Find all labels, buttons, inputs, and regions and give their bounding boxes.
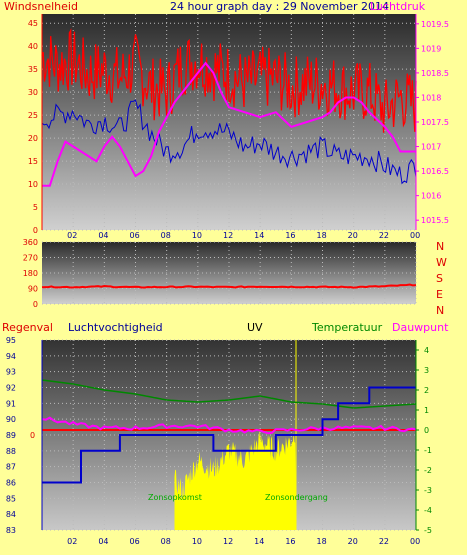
y-left-tick-label: 5 (33, 203, 38, 212)
header-left-label: Windsnelheid (4, 0, 78, 13)
y-temp-tick-label: 2 (424, 386, 429, 395)
y-direction-tick-label: 360 (23, 238, 38, 247)
x-tick-label: 20 (348, 537, 358, 546)
y-humidity-tick-label: 86 (6, 479, 16, 488)
y-humidity-tick-label: 83 (6, 526, 16, 535)
y-temp-tick-label: 1 (424, 406, 429, 415)
y-right-tick-label: 1017 (421, 143, 441, 152)
x-tick-label: 00 (410, 231, 420, 240)
y-humidity-tick-label: 94 (6, 352, 16, 361)
x-tick-label: 12 (223, 231, 233, 240)
x-tick-label: 06 (130, 537, 140, 546)
y-temp-tick-label: 0 (424, 426, 429, 435)
x-tick-label: 22 (379, 231, 389, 240)
compass-label: N (436, 304, 444, 317)
header-temperature: Temperatuur (311, 321, 383, 334)
header-humidity: Luchtvochtigheid (68, 321, 163, 334)
x-tick-label: 10 (192, 537, 202, 546)
y-temp-tick-label: -2 (424, 466, 432, 475)
y-humidity-tick-label: 90 (6, 415, 16, 424)
compass-label: W (436, 256, 447, 269)
compass-label: N (436, 240, 444, 253)
y-left-tick-label: 30 (28, 88, 38, 97)
compass-label: S (436, 272, 443, 285)
header-dewpoint: Dauwpunt (392, 321, 449, 334)
y-humidity-tick-label: 84 (6, 510, 16, 519)
x-tick-label: 12 (223, 537, 233, 546)
series-temperature (41, 379, 417, 409)
y-humidity-tick-label: 88 (6, 447, 16, 456)
y-temp-tick-label: -4 (424, 506, 432, 515)
y-left-tick-label: 45 (28, 19, 38, 28)
y-humidity-tick-label: 95 (6, 336, 16, 345)
x-tick-label: 16 (285, 537, 295, 546)
compass-label: E (436, 288, 443, 301)
series-pressure (42, 61, 416, 187)
y-humidity-tick-label: 91 (6, 399, 16, 408)
y-right-tick-label: 1019 (421, 44, 441, 53)
x-tick-label: 02 (67, 537, 77, 546)
y-right-tick-label: 1018.5 (421, 69, 449, 78)
x-tick-label: 22 (379, 537, 389, 546)
x-tick-label: 18 (317, 231, 327, 240)
y-left-tick-label: 20 (28, 134, 38, 143)
y-direction-tick-label: 180 (23, 269, 38, 278)
series-uv (174, 430, 296, 530)
y-humidity-tick-label: 93 (6, 368, 16, 377)
y-left-tick-label: 10 (28, 180, 38, 189)
header-rain: Regenval (2, 321, 53, 334)
header-uv: UV (247, 321, 263, 334)
y-temp-tick-label: -3 (424, 486, 432, 495)
series-wind-direction (41, 283, 417, 289)
y-temp-tick-label: -5 (424, 526, 432, 535)
y-direction-tick-label: 90 (28, 285, 38, 294)
x-tick-label: 06 (130, 231, 140, 240)
y-right-tick-label: 1016.5 (421, 167, 449, 176)
x-tick-label: 14 (254, 537, 264, 546)
y-left-tick-label: 35 (28, 65, 38, 74)
x-tick-label: 20 (348, 231, 358, 240)
series-humidity (42, 386, 416, 484)
y-direction-tick-label: 0 (33, 300, 38, 309)
y-right-tick-label: 1016 (421, 192, 441, 201)
y-humidity-tick-label: 89 (6, 431, 16, 440)
x-tick-label: 10 (192, 231, 202, 240)
series-avg-wind (41, 99, 417, 185)
header-title: 24 hour graph day : 29 November 2014 (170, 0, 389, 13)
x-tick-label: 08 (161, 537, 171, 546)
annotation-sunset: Zonsondergang (265, 493, 328, 502)
y-humidity-tick-label: 92 (6, 384, 16, 393)
x-tick-label: 04 (98, 231, 108, 240)
y-humidity-tick-label: 87 (6, 463, 16, 472)
y-temp-tick-label: 3 (424, 366, 429, 375)
y-right-tick-label: 1019.5 (421, 20, 449, 29)
series-dewpoint (41, 416, 417, 435)
series-gust (41, 28, 417, 133)
y-right-tick-label: 1015.5 (421, 216, 449, 225)
y-left-tick-label: 0 (33, 226, 38, 235)
y-direction-tick-label: 270 (23, 254, 38, 263)
y-temp-tick-label: 4 (424, 346, 429, 355)
panel-direction-bg (42, 242, 416, 304)
x-tick-label: 18 (317, 537, 327, 546)
x-tick-label: 16 (285, 231, 295, 240)
x-tick-label: 04 (98, 537, 108, 546)
y-left-tick-label: 40 (28, 42, 38, 51)
y-temp-tick-label: -1 (424, 446, 432, 455)
y-right-tick-label: 1017.5 (421, 118, 449, 127)
y-humidity-tick-label: 85 (6, 494, 16, 503)
x-tick-label: 14 (254, 231, 264, 240)
header-right-label: Luchtdruk (370, 0, 426, 13)
x-tick-label: 08 (161, 231, 171, 240)
y-left-tick-label: 25 (28, 111, 38, 120)
x-tick-label: 00 (410, 537, 420, 546)
annotation-sunrise: Zonsopkomst (148, 493, 202, 502)
y-left-tick-label: 15 (28, 157, 38, 166)
x-tick-label: 02 (67, 231, 77, 240)
y-right-tick-label: 1018 (421, 93, 441, 102)
rain-zero-label: 0 (30, 431, 35, 440)
